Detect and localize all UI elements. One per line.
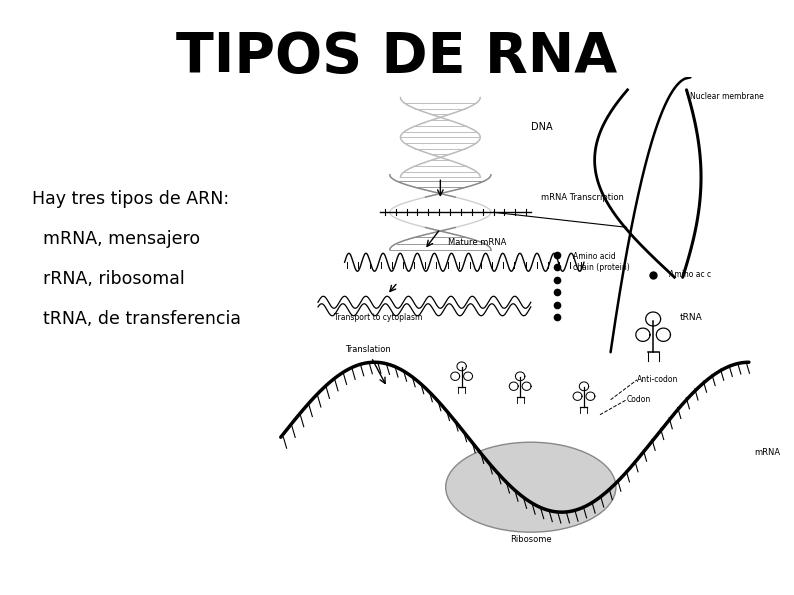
Text: Ribosome: Ribosome (510, 535, 552, 544)
Text: Anti-codon: Anti-codon (638, 375, 679, 384)
Text: Transport to cytoplasm: Transport to cytoplasm (334, 313, 422, 322)
Text: mRNA: mRNA (754, 447, 781, 457)
Text: Amino acid
chain (protein): Amino acid chain (protein) (573, 252, 630, 272)
Text: tRNA: tRNA (680, 313, 703, 322)
Text: Hay tres tipos de ARN:: Hay tres tipos de ARN: (32, 190, 229, 208)
Text: mRNA, mensajero: mRNA, mensajero (32, 230, 200, 248)
Text: Mature mRNA: Mature mRNA (449, 238, 507, 247)
Text: Amino ac c: Amino ac c (669, 270, 711, 279)
Text: Translation: Translation (345, 345, 391, 354)
Text: Codon: Codon (626, 395, 651, 404)
Text: mRNA Transcription: mRNA Transcription (542, 193, 624, 202)
Text: Nuclear membrane: Nuclear membrane (691, 92, 764, 101)
Text: TIPOS DE RNA: TIPOS DE RNA (176, 30, 618, 84)
Text: rRNA, ribosomal: rRNA, ribosomal (32, 270, 184, 288)
Text: DNA: DNA (530, 123, 553, 132)
Ellipse shape (445, 442, 616, 532)
Text: tRNA, de transferencia: tRNA, de transferencia (32, 310, 241, 328)
